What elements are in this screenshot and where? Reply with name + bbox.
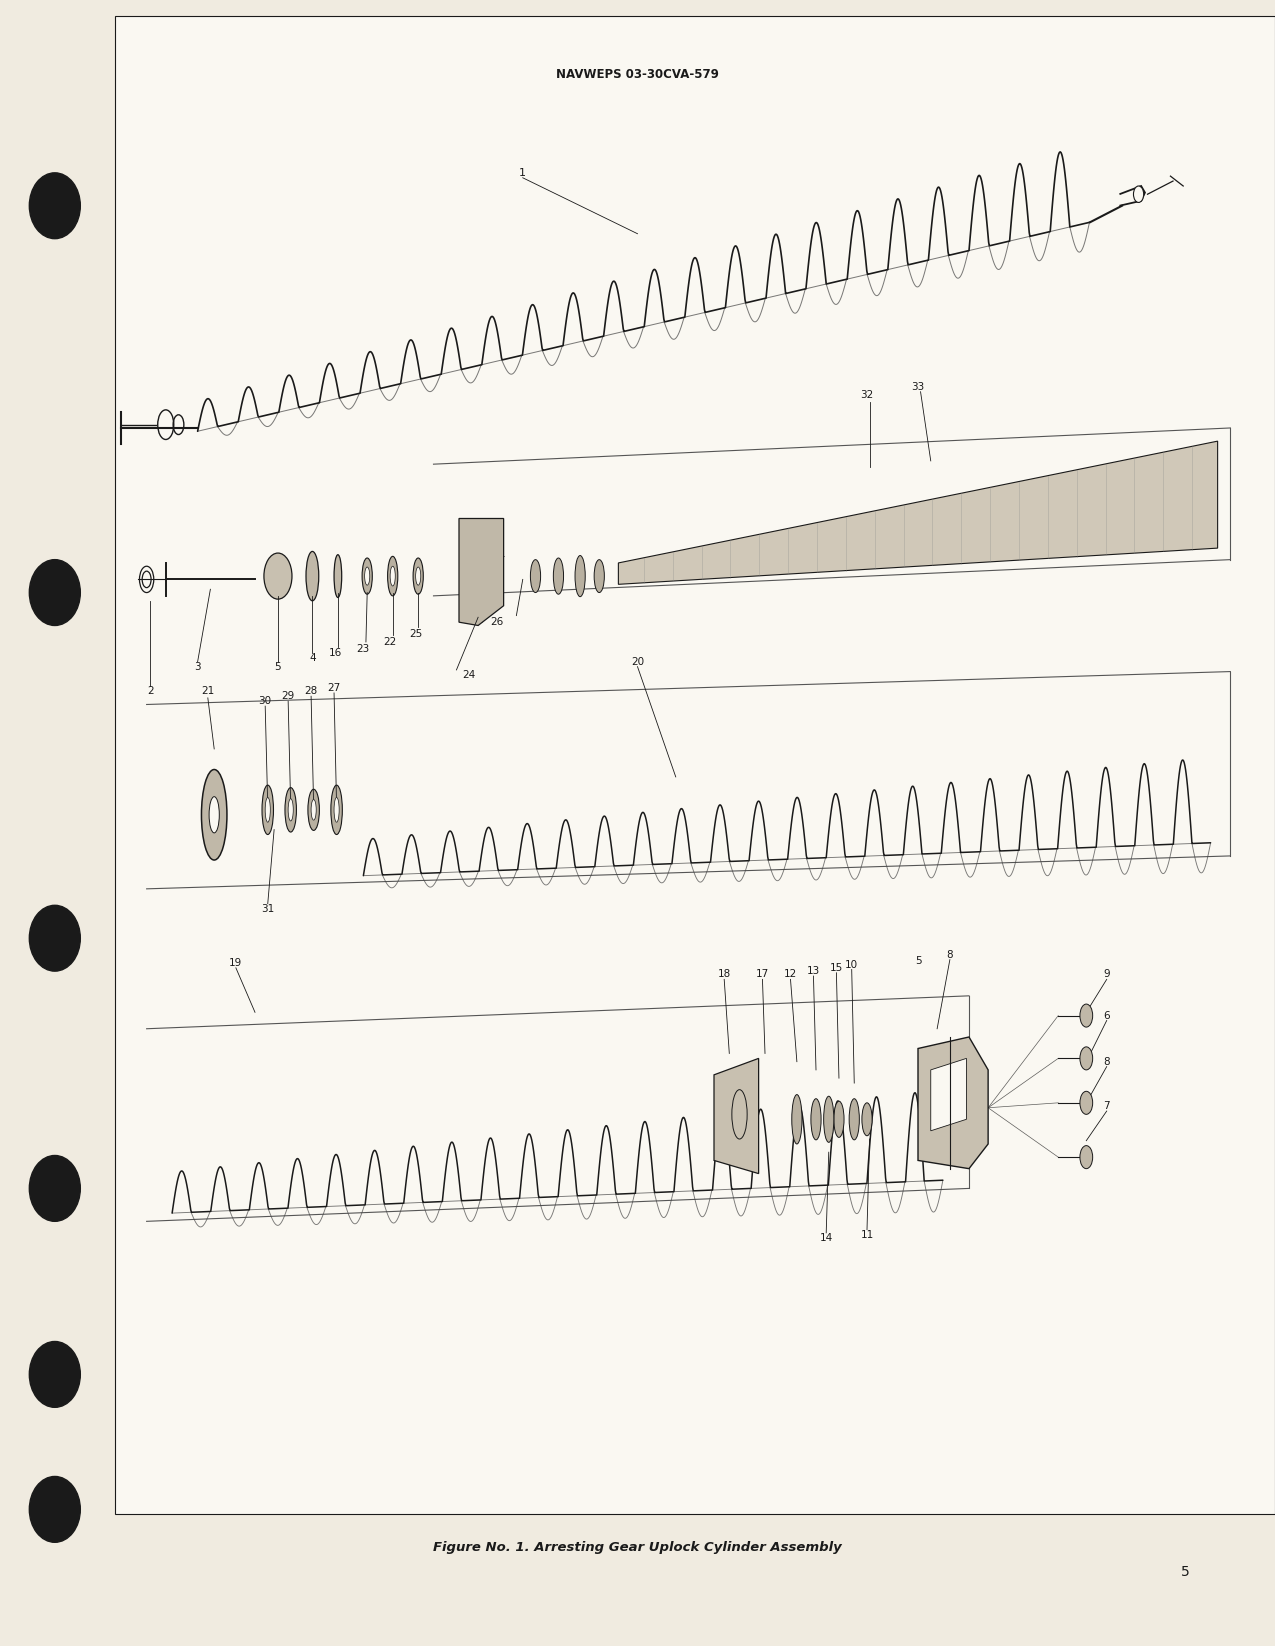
- Ellipse shape: [365, 566, 370, 586]
- Text: 26: 26: [491, 617, 504, 627]
- Ellipse shape: [792, 1095, 802, 1144]
- Ellipse shape: [575, 555, 585, 597]
- Ellipse shape: [334, 798, 339, 823]
- Text: 15: 15: [830, 963, 843, 973]
- Ellipse shape: [811, 1100, 821, 1139]
- Text: 6: 6: [1103, 1011, 1111, 1021]
- Ellipse shape: [530, 560, 541, 593]
- Ellipse shape: [413, 558, 423, 594]
- Text: 2: 2: [147, 686, 154, 696]
- Text: 21: 21: [201, 686, 214, 696]
- Circle shape: [29, 173, 80, 239]
- Text: 32: 32: [861, 390, 873, 400]
- Circle shape: [29, 560, 80, 625]
- Text: 12: 12: [784, 969, 797, 979]
- Ellipse shape: [334, 555, 342, 597]
- Text: 17: 17: [756, 969, 769, 979]
- Text: 5: 5: [1182, 1565, 1190, 1579]
- Text: 25: 25: [409, 629, 422, 639]
- Text: 7: 7: [1103, 1101, 1111, 1111]
- Ellipse shape: [209, 797, 219, 833]
- Polygon shape: [918, 1037, 988, 1169]
- Text: 8: 8: [946, 950, 954, 960]
- Text: 14: 14: [820, 1233, 833, 1243]
- Ellipse shape: [1080, 1091, 1093, 1114]
- Circle shape: [29, 905, 80, 971]
- Text: 28: 28: [305, 686, 317, 696]
- Text: 29: 29: [282, 691, 295, 701]
- Polygon shape: [459, 518, 504, 625]
- Text: 30: 30: [259, 696, 272, 706]
- Ellipse shape: [553, 558, 564, 594]
- Ellipse shape: [284, 788, 296, 833]
- Ellipse shape: [390, 566, 395, 586]
- Text: 24: 24: [463, 670, 476, 680]
- Text: 16: 16: [329, 649, 342, 658]
- Ellipse shape: [824, 1096, 834, 1142]
- Polygon shape: [714, 1058, 759, 1174]
- Ellipse shape: [263, 785, 273, 835]
- Ellipse shape: [362, 558, 372, 594]
- Text: 5: 5: [914, 956, 922, 966]
- Text: 22: 22: [384, 637, 397, 647]
- Text: 33: 33: [912, 382, 924, 392]
- Circle shape: [29, 1155, 80, 1221]
- Polygon shape: [618, 441, 1218, 584]
- Ellipse shape: [388, 556, 398, 596]
- Ellipse shape: [416, 566, 421, 586]
- Text: 9: 9: [1103, 969, 1111, 979]
- Ellipse shape: [1133, 186, 1144, 202]
- Ellipse shape: [288, 798, 293, 821]
- Polygon shape: [931, 1058, 966, 1131]
- Text: Figure No. 1. Arresting Gear Uplock Cylinder Assembly: Figure No. 1. Arresting Gear Uplock Cyli…: [434, 1541, 842, 1554]
- Text: 3: 3: [194, 662, 201, 672]
- Text: 27: 27: [328, 683, 340, 693]
- Text: 23: 23: [357, 644, 370, 653]
- Ellipse shape: [834, 1101, 844, 1137]
- Circle shape: [29, 1476, 80, 1542]
- Text: 19: 19: [230, 958, 242, 968]
- Ellipse shape: [1080, 1004, 1093, 1027]
- Ellipse shape: [849, 1100, 859, 1139]
- Text: 11: 11: [861, 1230, 873, 1239]
- Ellipse shape: [307, 790, 319, 831]
- Ellipse shape: [1080, 1047, 1093, 1070]
- Text: 20: 20: [631, 657, 644, 667]
- Text: 8: 8: [1103, 1057, 1111, 1067]
- Ellipse shape: [306, 551, 319, 601]
- Text: 13: 13: [807, 966, 820, 976]
- Ellipse shape: [332, 785, 342, 835]
- Text: 5: 5: [274, 662, 282, 672]
- Text: 10: 10: [845, 960, 858, 969]
- Text: NAVWEPS 03-30CVA-579: NAVWEPS 03-30CVA-579: [556, 67, 719, 81]
- Ellipse shape: [1080, 1146, 1093, 1169]
- Text: 4: 4: [309, 653, 316, 663]
- Ellipse shape: [265, 798, 270, 823]
- Text: 1: 1: [519, 168, 527, 178]
- Ellipse shape: [311, 800, 316, 820]
- Text: 18: 18: [718, 969, 731, 979]
- Ellipse shape: [862, 1103, 872, 1136]
- Ellipse shape: [201, 770, 227, 859]
- Ellipse shape: [264, 553, 292, 599]
- Ellipse shape: [594, 560, 604, 593]
- Circle shape: [29, 1341, 80, 1407]
- Text: 31: 31: [261, 904, 274, 914]
